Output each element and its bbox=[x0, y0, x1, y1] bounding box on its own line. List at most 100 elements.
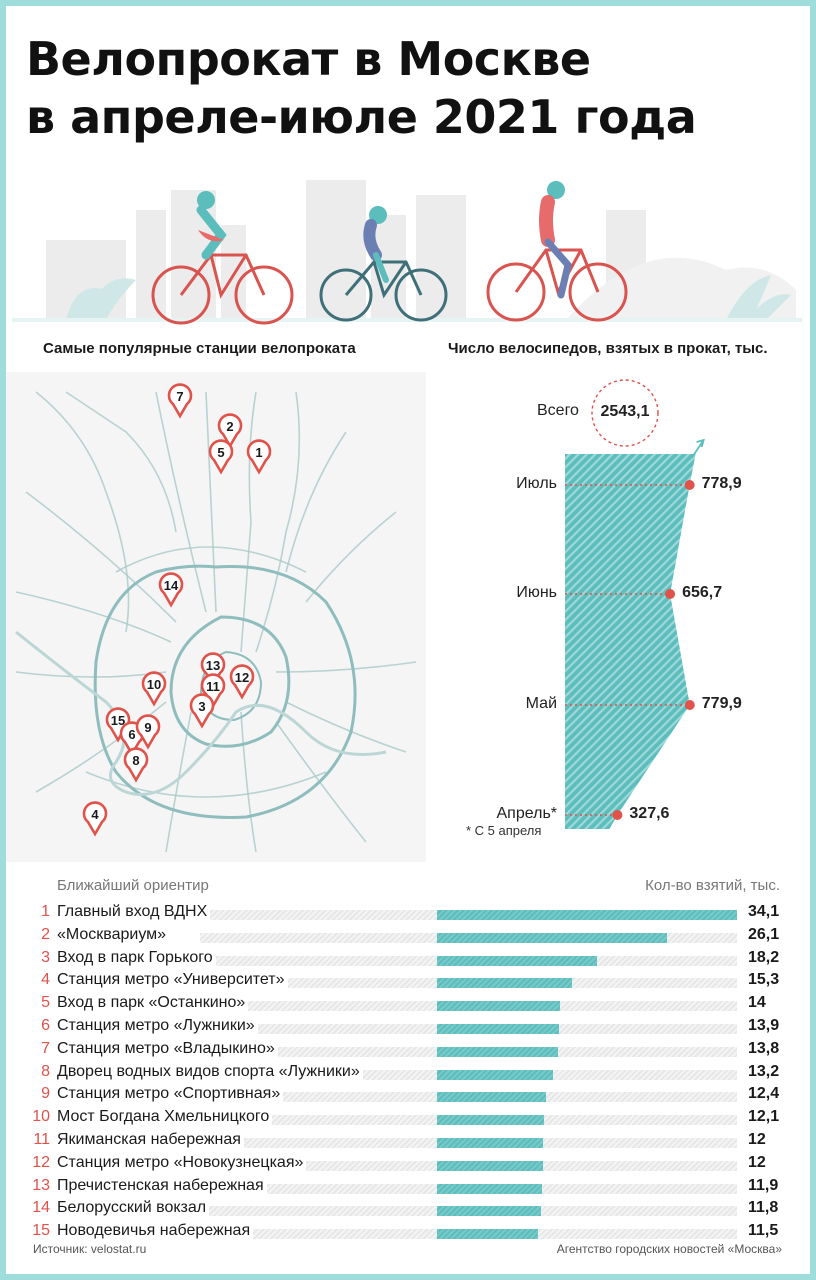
station-row: 5 Вход в парк «Останкино» 14 bbox=[30, 994, 790, 1016]
bar-2 bbox=[437, 932, 667, 943]
month-point-2 bbox=[665, 589, 676, 599]
station-marker-8: 8 bbox=[123, 747, 149, 783]
station-row: 7 Станция метро «Владыкино» 13,8 bbox=[30, 1039, 790, 1062]
marker-label: 15 bbox=[111, 713, 125, 728]
bar-13 bbox=[437, 1183, 542, 1194]
map-pin-icon bbox=[167, 383, 193, 419]
station-markers: 7 25 1 14 13 11 12 10 3 156 9 8 4 bbox=[82, 383, 272, 837]
station-rank: 13 bbox=[32, 1176, 50, 1194]
station-value: 26,1 bbox=[748, 925, 780, 943]
bar-6 bbox=[437, 1024, 560, 1034]
plant-right-icon bbox=[726, 275, 791, 320]
station-rank: 9 bbox=[41, 1085, 50, 1103]
cyclists-illustration bbox=[12, 180, 802, 325]
column-header-count: Кол-во взятий, тыс. bbox=[645, 877, 780, 894]
station-name: Станция метро «Владыкино» bbox=[57, 1039, 278, 1058]
marker-label: 10 bbox=[147, 677, 161, 692]
agency-credit: Агентство городских новостей «Москва» bbox=[556, 1242, 782, 1256]
map-pin-icon bbox=[229, 664, 255, 700]
map-pin-icon bbox=[208, 439, 234, 475]
map-pin-icon bbox=[135, 714, 161, 750]
station-value: 12,4 bbox=[748, 1085, 780, 1103]
station-rank: 6 bbox=[41, 1017, 50, 1034]
station-row: 15 Новодевичья набережная 11,5 bbox=[30, 1222, 790, 1244]
marker-label: 13 bbox=[206, 658, 220, 673]
station-value: 11,8 bbox=[748, 1199, 779, 1217]
bar-5 bbox=[437, 1001, 561, 1012]
road-network bbox=[15, 391, 417, 853]
station-rank: 10 bbox=[32, 1108, 50, 1126]
month-label: Май bbox=[525, 695, 557, 712]
page-title: Велопрокат в Москве в апреле-июле 2021 г… bbox=[26, 30, 786, 146]
station-row: 13 Пречистенская набережная 11,9 bbox=[30, 1176, 790, 1199]
station-marker-12: 12 bbox=[229, 664, 255, 700]
station-name: Дворец водных видов спорта «Лужники» bbox=[57, 1062, 363, 1081]
station-rank: 7 bbox=[41, 1039, 50, 1057]
marker-label: 12 bbox=[235, 670, 249, 685]
station-value: 18,2 bbox=[748, 948, 780, 966]
ground-line bbox=[12, 318, 802, 322]
station-name: Станция метро «Университет» bbox=[57, 971, 288, 990]
column-header-landmark: Ближайший ориентир bbox=[57, 877, 209, 894]
bar-7 bbox=[437, 1046, 559, 1057]
map-pin-icon bbox=[123, 747, 149, 783]
bar-14 bbox=[437, 1206, 541, 1217]
station-value: 15,3 bbox=[748, 971, 780, 989]
total-label: Всего bbox=[537, 402, 579, 419]
month-value: 327,6 bbox=[629, 805, 670, 822]
marker-label: 5 bbox=[217, 445, 224, 460]
station-row: 10 Мост Богдана Хмельницкого 12,1 bbox=[30, 1108, 790, 1130]
marker-label: 9 bbox=[144, 720, 151, 735]
cyclist-1 bbox=[151, 191, 294, 325]
map-pin-icon bbox=[189, 693, 215, 729]
station-marker-4: 4 bbox=[82, 801, 108, 837]
station-name: «Москвариум» bbox=[57, 925, 170, 944]
month-label: Июнь bbox=[516, 584, 557, 601]
plant-left-icon bbox=[66, 278, 136, 320]
station-name: Вход в парк «Останкино» bbox=[57, 994, 249, 1013]
station-rank: 3 bbox=[41, 948, 50, 966]
station-name: Новодевичья набережная bbox=[57, 1222, 254, 1241]
marker-label: 6 bbox=[128, 727, 135, 742]
garden-ring bbox=[199, 650, 263, 722]
station-name: Якиманская набережная bbox=[57, 1131, 244, 1149]
station-value: 14 bbox=[748, 994, 766, 1012]
station-rank: 15 bbox=[32, 1222, 50, 1240]
monthly-chart bbox=[565, 379, 705, 829]
station-marker-2: 2 bbox=[217, 413, 243, 449]
bar-1 bbox=[437, 910, 737, 920]
stations-map: 7 25 1 14 13 11 12 10 3 156 9 8 4 bbox=[6, 372, 426, 862]
station-rank: 11 bbox=[33, 1131, 50, 1148]
station-marker-1: 1 bbox=[246, 439, 272, 475]
station-name: Пречистенская набережная bbox=[57, 1176, 267, 1195]
april-footnote: * С 5 апреля bbox=[466, 823, 542, 838]
station-value: 13,2 bbox=[748, 1062, 780, 1080]
arrow-icon bbox=[690, 438, 705, 459]
station-name: Станция метро «Новокузнецкая» bbox=[57, 1153, 307, 1172]
monthly-area bbox=[565, 454, 696, 829]
station-marker-9: 9 bbox=[135, 714, 161, 750]
marker-label: 1 bbox=[255, 445, 262, 460]
mkad-ring bbox=[93, 564, 357, 819]
total-value: 2543,1 bbox=[600, 403, 650, 420]
marker-label: 4 bbox=[91, 807, 99, 822]
station-marker-14: 14 bbox=[158, 572, 184, 608]
station-name: Станция метро «Спортивная» bbox=[57, 1085, 284, 1104]
station-value: 11,9 bbox=[748, 1176, 779, 1194]
map-pin-icon bbox=[141, 671, 167, 707]
bar-8 bbox=[437, 1069, 554, 1080]
monthly-section-title: Число велосипедов, взятых в прокат, тыс. bbox=[448, 340, 768, 357]
map-pin-icon bbox=[246, 439, 272, 475]
station-marker-13: 13 bbox=[200, 652, 226, 688]
bar-15 bbox=[437, 1229, 539, 1240]
station-row: 1 Главный вход ВДНХ 34,1 bbox=[30, 903, 790, 925]
station-value: 12,1 bbox=[748, 1108, 780, 1126]
month-label: Июль bbox=[516, 475, 557, 492]
map-pin-icon bbox=[158, 572, 184, 608]
ttk-ring bbox=[169, 615, 291, 748]
station-value: 11,5 bbox=[748, 1222, 779, 1240]
station-value: 12 bbox=[748, 1153, 766, 1171]
map-section-title: Самые популярные станции велопроката bbox=[43, 340, 356, 357]
station-marker-5: 5 bbox=[208, 439, 234, 475]
station-row: 4 Станция метро «Университет» 15,3 bbox=[30, 971, 790, 993]
